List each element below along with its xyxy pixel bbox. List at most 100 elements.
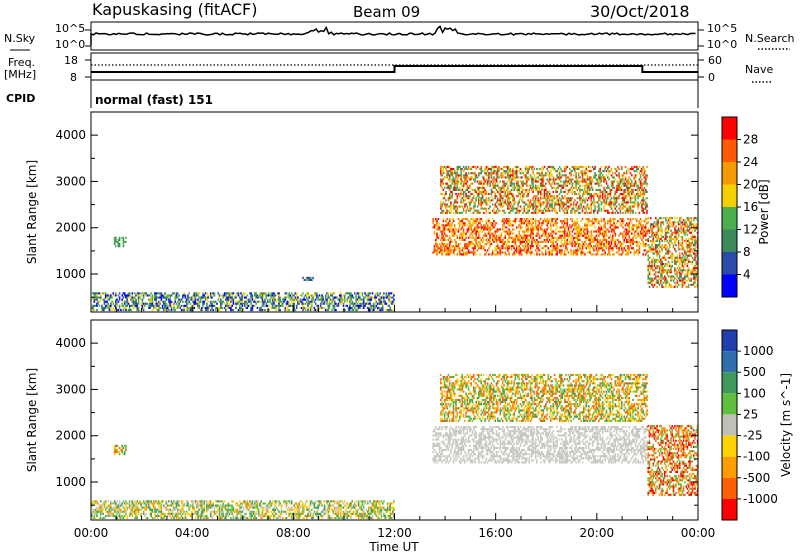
range-gate-cell <box>581 201 584 204</box>
range-gate-cell <box>302 309 304 312</box>
range-gate-cell <box>633 170 636 173</box>
range-gate-cell <box>173 306 175 309</box>
range-gate-cell <box>199 296 202 299</box>
range-gate-cell <box>237 300 240 303</box>
range-gate-cell <box>115 238 117 241</box>
range-gate-cell <box>472 188 475 191</box>
range-gate-cell <box>270 294 273 297</box>
range-gate-cell <box>613 205 615 208</box>
range-gate-cell <box>220 304 222 307</box>
range-gate-cell <box>349 300 351 303</box>
range-gate-cell <box>96 294 98 297</box>
range-gate-cell <box>570 170 572 173</box>
range-gate-cell <box>629 195 632 198</box>
range-gate-cell <box>438 243 441 246</box>
range-gate-cell <box>647 221 649 224</box>
range-gate-cell <box>108 306 111 309</box>
range-gate-cell <box>618 240 620 243</box>
range-gate-cell <box>276 304 279 307</box>
range-gate-cell <box>366 294 369 297</box>
range-gate-cell <box>507 222 509 225</box>
range-gate-cell <box>605 243 608 246</box>
range-gate-cell <box>467 236 470 239</box>
range-gate-cell <box>564 203 566 206</box>
range-gate-cell <box>593 211 595 214</box>
range-gate-cell <box>509 205 512 208</box>
range-gate-cell <box>651 281 653 284</box>
range-gate-cell <box>483 211 485 214</box>
range-gate-cell <box>249 304 251 307</box>
range-gate-cell <box>488 230 490 233</box>
range-gate-cell <box>493 238 495 241</box>
range-gate-cell <box>111 300 113 303</box>
range-gate-cell <box>117 300 120 303</box>
range-gate-cell <box>584 190 586 193</box>
range-gate-cell <box>460 190 462 193</box>
range-gate-cell <box>504 226 507 229</box>
range-gate-cell <box>661 221 663 224</box>
range-gate-cell <box>137 302 140 305</box>
range-gate-cell <box>601 249 604 252</box>
range-gate-cell <box>113 304 116 307</box>
range-gate-cell <box>446 184 448 187</box>
range-gate-cell <box>225 294 227 297</box>
range-gate-cell <box>666 271 668 274</box>
range-gate-cell <box>388 298 390 301</box>
range-gate-cell <box>543 193 546 196</box>
range-gate-cell <box>533 211 536 214</box>
range-gate-cell <box>479 220 481 223</box>
range-gate-cell <box>556 247 558 250</box>
range-gate-cell <box>527 234 529 237</box>
range-gate-cell <box>555 220 557 223</box>
range-gate-cell <box>581 218 584 221</box>
range-gate-cell <box>175 296 178 299</box>
range-gate-cell <box>603 236 605 239</box>
range-gate-cell <box>442 243 445 246</box>
range-gate-cell <box>615 188 618 191</box>
range-gate-cell <box>576 251 579 254</box>
range-gate-cell <box>634 199 637 202</box>
range-gate-cell <box>570 211 572 214</box>
range-gate-cell <box>643 207 646 210</box>
range-gate-cell <box>126 296 128 299</box>
range-gate-cell <box>647 237 649 240</box>
range-gate-cell <box>639 193 642 196</box>
range-gate-cell <box>538 245 541 248</box>
range-gate-cell <box>551 165 553 168</box>
range-gate-cell <box>660 262 662 265</box>
range-gate-cell <box>536 238 538 241</box>
range-gate-cell <box>610 240 613 243</box>
range-gate-cell <box>631 201 633 204</box>
range-gate-cell <box>117 243 120 246</box>
range-gate-cell <box>519 195 522 198</box>
range-gate-cell <box>576 247 579 250</box>
range-gate-cell <box>545 174 547 177</box>
range-gate-cell <box>97 300 99 303</box>
range-gate-cell <box>537 180 539 183</box>
range-gate-cell <box>655 223 657 226</box>
range-gate-cell <box>297 302 299 305</box>
range-gate-cell <box>498 238 500 241</box>
range-gate-cell <box>636 174 638 177</box>
range-gate-cell <box>476 245 479 248</box>
range-gate-cell <box>617 165 619 168</box>
range-gate-cell <box>440 238 442 241</box>
range-gate-cell <box>236 292 238 295</box>
range-gate-cell <box>538 168 541 171</box>
range-gate-cell <box>342 304 345 307</box>
range-gate-cell <box>275 304 278 307</box>
range-gate-cell <box>366 306 369 309</box>
range-gate-cell <box>589 220 591 223</box>
range-gate-cell <box>565 234 567 237</box>
range-gate-cell <box>541 247 543 250</box>
range-gate-cell <box>618 188 620 191</box>
range-gate-cell <box>309 302 312 305</box>
range-gate-cell <box>627 230 629 233</box>
range-gate-cell <box>656 267 658 270</box>
range-gate-cell <box>125 294 127 297</box>
range-gate-cell <box>460 180 462 183</box>
range-gate-cell <box>562 236 565 239</box>
range-gate-cell <box>632 211 634 214</box>
range-gate-cell <box>469 224 471 227</box>
range-gate-cell <box>577 186 580 189</box>
